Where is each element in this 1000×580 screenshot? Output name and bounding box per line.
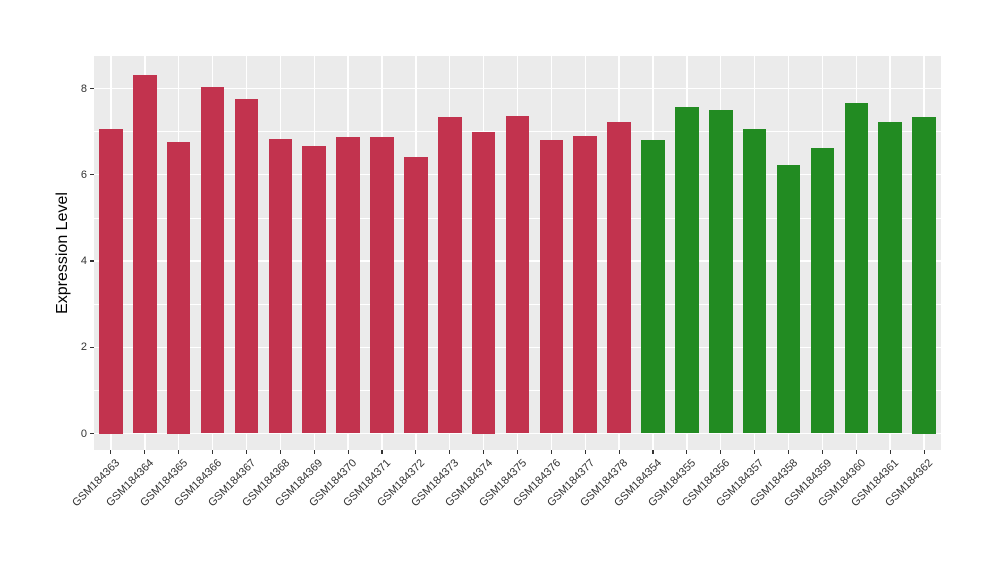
bar-GSM184370 (336, 137, 360, 434)
y-tick-mark (90, 346, 94, 348)
bar-GSM184355 (675, 107, 699, 434)
x-tick-mark (720, 450, 722, 454)
x-tick-mark (313, 450, 315, 454)
bar-GSM184375 (505, 116, 530, 434)
bar-GSM184362 (912, 116, 936, 434)
x-tick-mark (415, 450, 417, 454)
x-tick-mark (212, 450, 214, 454)
y-tick-mark (90, 260, 94, 262)
bar-GSM184371 (370, 136, 394, 434)
bar-GSM184367 (234, 98, 259, 434)
x-tick-mark (483, 450, 485, 454)
bar-GSM184376 (539, 139, 564, 434)
x-tick-mark (245, 450, 247, 454)
bar-GSM184360 (844, 102, 869, 434)
x-tick-mark (550, 450, 552, 454)
x-tick-mark (889, 450, 891, 454)
bar-GSM184364 (133, 74, 157, 434)
x-tick-mark (923, 450, 925, 454)
x-tick-mark (381, 450, 383, 454)
x-tick-mark (618, 450, 620, 454)
x-tick-mark (279, 450, 281, 454)
bar-GSM184354 (641, 139, 665, 434)
y-tick-label: 0 (80, 427, 87, 440)
x-tick-mark (110, 450, 112, 454)
bar-GSM184366 (200, 86, 225, 434)
bar-GSM184358 (776, 165, 801, 434)
y-tick-label: 4 (80, 255, 87, 267)
x-tick-mark (787, 450, 790, 454)
x-tick-mark (178, 450, 180, 454)
x-tick-mark (652, 450, 654, 454)
x-tick-mark (855, 450, 857, 454)
bar-GSM184365 (166, 142, 191, 434)
x-tick-mark (516, 450, 519, 454)
bar-GSM184369 (302, 145, 326, 434)
x-tick-mark (347, 450, 349, 454)
y-tick-label: 2 (80, 341, 87, 354)
x-tick-mark (584, 450, 586, 454)
x-tick-mark (686, 450, 688, 454)
bar-GSM184377 (573, 135, 598, 434)
x-tick-mark (449, 450, 451, 454)
x-tick-mark (144, 450, 146, 454)
y-tick-mark (90, 87, 94, 90)
y-tick-mark (90, 174, 94, 176)
bar-GSM184378 (607, 122, 631, 434)
x-tick-mark (754, 450, 756, 454)
y-tick-mark (90, 432, 94, 435)
bar-GSM184356 (708, 110, 733, 434)
y-tick-label: 6 (80, 168, 87, 181)
bar-GSM184361 (878, 121, 902, 434)
bar-GSM184373 (437, 117, 462, 434)
plot-panel (94, 56, 941, 450)
bar-GSM184372 (404, 156, 428, 434)
bar-GSM184359 (810, 148, 835, 434)
y-tick-label: 8 (80, 82, 87, 95)
bar-GSM184374 (471, 131, 496, 434)
bar-GSM184368 (268, 139, 293, 434)
x-tick-mark (821, 450, 823, 454)
bar-GSM184357 (742, 129, 767, 434)
bar-GSM184363 (99, 129, 123, 434)
